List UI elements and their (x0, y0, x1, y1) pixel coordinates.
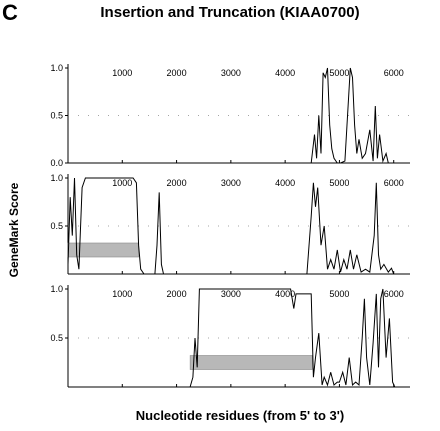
y-tick-label: 0.0 (50, 158, 63, 168)
genemark-score-line (68, 67, 410, 164)
x-tick-label: 6000 (384, 289, 404, 299)
chart-title: Insertion and Truncation (KIAA0700) (100, 4, 360, 21)
x-tick-label: 2000 (167, 68, 187, 78)
y-tick-label: 1.0 (50, 284, 63, 294)
x-tick-label: 4000 (275, 178, 295, 188)
x-tick-label: 3000 (221, 178, 241, 188)
x-tick-label: 5000 (329, 178, 349, 188)
x-tick-label: 3000 (221, 289, 241, 299)
x-tick-label: 1000 (112, 178, 132, 188)
y-tick-label: 1.0 (50, 173, 63, 183)
x-tick-label: 6000 (384, 68, 404, 78)
x-tick-label: 1000 (112, 68, 132, 78)
x-tick-label: 4000 (275, 289, 295, 299)
y-tick-label: 0.5 (50, 333, 63, 343)
y-tick-label: 0.5 (50, 221, 63, 231)
x-tick-label: 6000 (384, 178, 404, 188)
x-axis-label: Nucleotide residues (from 5' to 3') (135, 408, 345, 423)
x-tick-label: 2000 (167, 289, 187, 299)
panel-letter: C (2, 0, 18, 25)
x-tick-label: 4000 (275, 68, 295, 78)
y-tick-label: 1.0 (50, 63, 63, 73)
insertion-bar (67, 242, 139, 258)
x-tick-label: 3000 (221, 68, 241, 78)
y-tick-label: 0.5 (50, 111, 63, 121)
x-tick-label: 1000 (112, 289, 132, 299)
insertion-bar (189, 355, 313, 370)
x-tick-label: 2000 (167, 178, 187, 188)
x-tick-label: 5000 (329, 68, 349, 78)
genemark-score-line (68, 288, 410, 388)
genemark-score-line (67, 177, 410, 275)
x-tick-label: 5000 (329, 289, 349, 299)
